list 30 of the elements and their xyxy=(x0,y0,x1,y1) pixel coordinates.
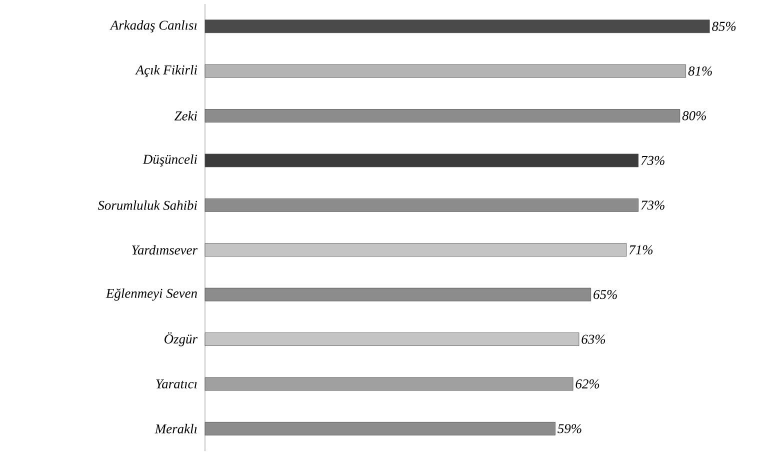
data-label: 71% xyxy=(629,245,653,254)
y-tick-label: Zeki xyxy=(174,111,198,120)
data-label: 62% xyxy=(576,379,600,389)
y-tick-label: Açık Fikirli xyxy=(135,64,198,78)
data-label: 80% xyxy=(682,111,706,120)
y-tick-label: Arkadaş Canlısı xyxy=(110,20,197,32)
data-label: 59% xyxy=(558,424,582,434)
data-label: 85% xyxy=(712,22,736,31)
y-tick-label: Özgür xyxy=(164,332,198,346)
bar xyxy=(204,109,680,122)
bar xyxy=(204,243,627,257)
y-tick-label: Düşünceli xyxy=(142,154,198,167)
y-tick-label: Meraklı xyxy=(154,424,197,434)
y-tick-label: Yaratıcı xyxy=(156,379,197,388)
bar xyxy=(204,332,580,346)
bar xyxy=(204,422,556,436)
bar xyxy=(204,198,639,212)
bar xyxy=(204,64,686,78)
bar xyxy=(204,377,574,391)
bar xyxy=(204,154,639,168)
bar xyxy=(204,288,592,302)
data-label: 73% xyxy=(641,200,664,210)
y-tick-label: Sorumluluk Sahibi xyxy=(98,200,198,210)
y-tick-label: Yardımsever xyxy=(132,245,198,255)
data-label: 65% xyxy=(594,290,617,300)
bar xyxy=(204,20,710,34)
y-tick-label: Eğlenmeyi Seven xyxy=(106,288,197,301)
data-label: 81% xyxy=(688,66,712,76)
data-label: 73% xyxy=(641,156,664,166)
data-label: 63% xyxy=(582,334,606,344)
